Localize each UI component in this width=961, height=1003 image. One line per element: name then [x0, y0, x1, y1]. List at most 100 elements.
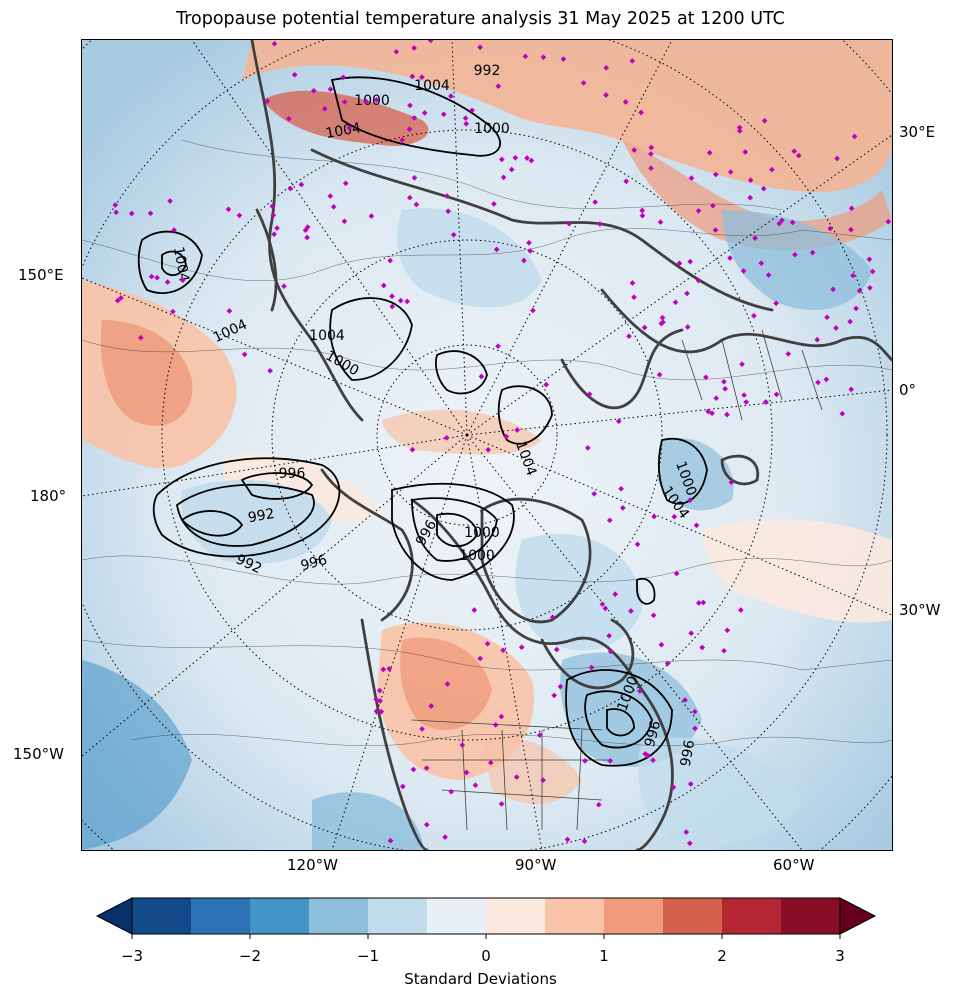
station-marker	[705, 408, 712, 415]
meridian-90w	[466, 434, 543, 850]
positive-anomaly-middle-east	[622, 140, 892, 251]
station-marker	[500, 174, 507, 181]
station-marker	[463, 769, 470, 776]
meridian-120e	[191, 40, 468, 436]
station-marker	[327, 193, 334, 199]
coastline-scandinavia	[560, 328, 684, 410]
station-marker	[736, 128, 743, 134]
station-marker	[761, 117, 768, 124]
colorbar-extend-min	[95, 897, 133, 935]
station-marker	[148, 273, 155, 280]
colorbar-extend-max	[839, 897, 877, 935]
station-marker	[521, 257, 527, 264]
colorbar-bin	[781, 898, 841, 934]
graticule	[82, 40, 892, 850]
colorbar-bin	[250, 898, 310, 934]
station-marker	[814, 336, 821, 343]
station-marker	[484, 640, 491, 647]
station-marker	[823, 376, 830, 383]
station-marker	[226, 308, 233, 314]
station-marker	[487, 759, 494, 766]
political-borders	[411, 329, 823, 831]
station-marker	[773, 391, 780, 398]
station-marker	[597, 221, 603, 227]
meridian-180	[82, 434, 468, 497]
station-marker	[703, 374, 709, 381]
station-marker	[387, 257, 394, 264]
station-marker	[776, 220, 783, 227]
station-marker	[656, 371, 663, 378]
station-marker	[869, 268, 876, 275]
station-marker	[428, 703, 435, 709]
chart-title: Tropopause potential temperature analysi…	[176, 9, 785, 29]
station-marker	[444, 681, 451, 687]
station-marker	[302, 227, 309, 234]
station-marker	[683, 829, 690, 835]
station-marker	[833, 325, 839, 331]
station-marker	[514, 427, 521, 433]
isobar-label: 1000	[464, 525, 500, 541]
colorbar-bin	[545, 898, 605, 934]
station-marker	[442, 834, 448, 840]
station-marker	[225, 206, 232, 213]
coastline-canadian-arctic	[410, 498, 644, 692]
colorbar-tick-label: −2	[239, 947, 261, 965]
station-marker	[741, 392, 747, 398]
station-marker	[342, 180, 349, 187]
isobar-label: 1004	[170, 245, 192, 283]
station-marker	[827, 225, 834, 232]
positive-anomaly-pacific-core	[100, 320, 193, 426]
station-marker	[851, 133, 858, 140]
station-marker	[530, 307, 536, 314]
station-marker	[721, 378, 727, 385]
station-marker	[712, 171, 719, 178]
station-marker	[830, 286, 836, 293]
station-marker	[615, 418, 622, 425]
station-marker	[557, 683, 564, 690]
isobar-label: 1000	[354, 93, 390, 109]
station-marker	[712, 227, 719, 233]
station-marker	[404, 298, 411, 305]
station-marker	[171, 227, 177, 233]
meridian-90e	[451, 40, 468, 436]
station-marker	[471, 607, 478, 613]
station-marker	[310, 87, 317, 94]
station-marker	[443, 434, 450, 441]
station-marker	[389, 303, 396, 310]
latitude-circle-50	[82, 40, 888, 850]
station-marker	[599, 601, 606, 608]
station-marker	[779, 217, 785, 224]
station-marker	[267, 367, 273, 374]
station-marker	[651, 513, 657, 520]
station-marker	[687, 781, 694, 787]
station-marker	[236, 212, 243, 219]
station-marker	[650, 757, 656, 764]
station-marker	[626, 333, 632, 340]
station-marker	[650, 612, 657, 619]
station-marker	[747, 177, 754, 184]
station-marker	[660, 319, 666, 326]
station-marker	[330, 203, 337, 210]
station-marker	[595, 801, 602, 808]
station-marker	[170, 308, 176, 315]
station-marker	[421, 110, 428, 116]
station-marker	[706, 149, 713, 156]
lon-label-60w: 60°W	[773, 856, 815, 874]
station-marker	[524, 155, 530, 161]
colorbar-bin	[663, 898, 723, 934]
station-marker	[724, 411, 730, 418]
station-marker	[620, 505, 626, 511]
station-marker	[440, 111, 447, 118]
map-panel[interactable]: 1004 1004 1004 1004 1004 1004 1004 1000 1000 1000…	[81, 39, 893, 851]
station-marker	[848, 226, 854, 233]
station-marker	[762, 399, 769, 405]
isobar-label: 992	[247, 506, 276, 526]
isobar-siberia-1004	[330, 76, 501, 157]
station-marker	[760, 185, 767, 192]
station-marker	[672, 299, 679, 306]
coastline-greenland	[480, 497, 592, 624]
station-marker	[411, 174, 418, 181]
negative-anomaly-europe	[722, 210, 872, 310]
station-marker	[648, 165, 654, 172]
